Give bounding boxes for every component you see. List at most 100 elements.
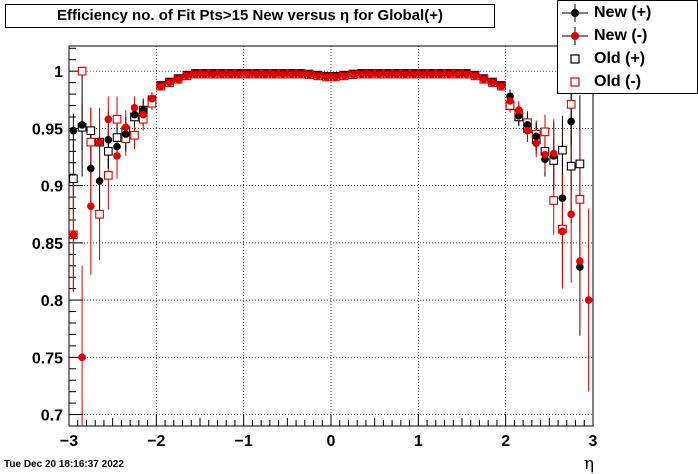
data-point (383, 70, 392, 78)
data-point (392, 70, 401, 78)
data-point (279, 70, 287, 78)
data-point (418, 70, 427, 78)
data-point (488, 78, 497, 87)
x-tick-label: 1 (414, 433, 423, 450)
data-point (540, 127, 550, 137)
data-point (87, 164, 95, 173)
data-point (549, 149, 558, 158)
data-point (270, 70, 279, 78)
data-point (69, 126, 78, 135)
legend-label-new-plus: New (+) (594, 4, 652, 21)
data-point (576, 257, 584, 265)
legend-label-new-minus: New (-) (594, 27, 648, 44)
data-point (191, 70, 200, 78)
data-point (86, 126, 96, 136)
data-point (104, 136, 113, 144)
data-point (576, 263, 584, 271)
data-point (130, 130, 139, 140)
data-point (523, 126, 532, 135)
x-axis-label: η (584, 454, 594, 474)
data-point (148, 94, 156, 103)
data-point (523, 121, 532, 129)
data-point (252, 70, 261, 78)
data-point (584, 296, 593, 304)
data-point (78, 353, 86, 362)
data-point (103, 146, 113, 156)
data-point (103, 170, 113, 180)
data-point (331, 73, 340, 81)
data-point (95, 209, 104, 219)
x-tick-label: −1 (235, 433, 253, 450)
y-tick-label: 0.9 (41, 179, 63, 196)
legend-item-new-minus: New (-) (558, 25, 698, 47)
data-point (558, 194, 567, 203)
y-tick-label: 0.85 (32, 236, 63, 253)
data-point (340, 72, 348, 80)
data-point (506, 97, 514, 105)
data-point (130, 110, 139, 119)
legend-marker-new-plus (562, 4, 588, 22)
legend-item-old-minus: Old (-) (558, 71, 698, 93)
data-point (77, 66, 87, 76)
data-point (235, 70, 244, 78)
data-point (401, 70, 410, 78)
y-tick-label: 1 (54, 64, 63, 81)
data-point (549, 196, 559, 205)
data-point (139, 110, 148, 119)
data-point (165, 78, 174, 87)
data-point (200, 70, 209, 78)
data-point (497, 82, 506, 90)
data-point (558, 227, 567, 236)
x-tick-label: 0 (327, 433, 336, 450)
data-point (130, 104, 139, 112)
data-point (86, 137, 96, 147)
data-point (112, 114, 122, 124)
data-point (453, 70, 462, 78)
data-point (121, 123, 130, 132)
data-point (427, 70, 436, 78)
x-tick-label: 2 (501, 433, 510, 450)
data-point (575, 159, 585, 169)
data-point (322, 73, 331, 81)
legend-marker-new-minus (562, 27, 588, 45)
data-point (314, 72, 322, 80)
legend-marker-old-plus (570, 54, 580, 64)
data-point (349, 70, 357, 79)
data-point (69, 231, 78, 239)
data-point (183, 72, 191, 80)
data-point (78, 121, 86, 129)
data-point (209, 70, 217, 78)
data-point (532, 139, 541, 148)
data-point (436, 70, 444, 78)
data-point (287, 70, 296, 78)
data-point (375, 70, 383, 78)
data-point (532, 132, 541, 141)
data-point (95, 138, 104, 146)
y-tick-label: 0.7 (41, 408, 63, 425)
data-point (558, 145, 567, 155)
legend-label-old-minus: Old (-) (594, 73, 642, 90)
timestamp: Tue Dec 20 18:16:37 2022 (4, 459, 124, 470)
data-point (575, 195, 585, 204)
x-tick-label: 3 (589, 433, 598, 450)
data-point (226, 70, 235, 78)
legend-item-old-plus: Old (+) (558, 48, 698, 70)
data-point (462, 70, 471, 78)
y-tick-label: 0.75 (32, 350, 63, 367)
y-tick-label: 0.95 (32, 121, 63, 138)
chart-title: Efficiency no. of Fit Pts>15 New versus … (5, 4, 495, 28)
data-point (471, 72, 479, 80)
data-point (104, 115, 113, 124)
data-point (112, 133, 122, 142)
data-point (261, 70, 270, 78)
data-point (514, 112, 523, 120)
data-point (174, 75, 182, 84)
legend: New (+) New (-) Old (+) Old (-) (557, 0, 698, 94)
data-point (121, 130, 130, 138)
x-tick-label: −3 (60, 433, 78, 450)
x-tick-label: −2 (147, 433, 165, 450)
y-tick-label: 0.8 (41, 293, 63, 310)
data-point (541, 150, 549, 159)
data-point (366, 70, 375, 78)
data-point (113, 142, 121, 151)
